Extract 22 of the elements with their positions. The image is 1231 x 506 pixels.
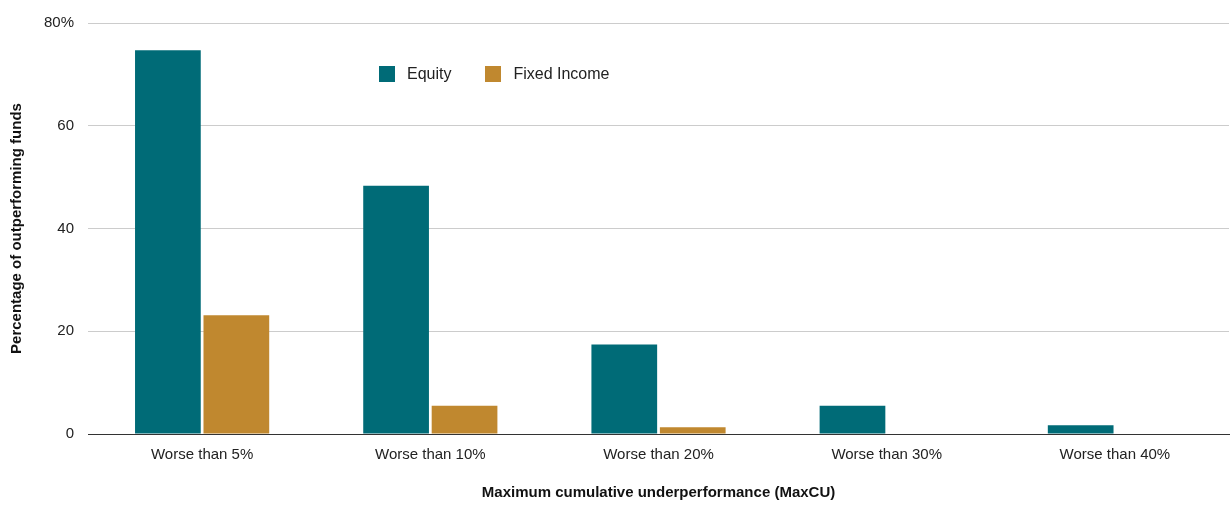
x-tick-label: Worse than 5% — [150, 445, 254, 463]
x-tick-label: Worse than 20% — [603, 445, 714, 463]
x-tick-label: Worse than 40% — [1059, 445, 1171, 463]
y-tick-label: 80% — [43, 13, 75, 31]
bar — [819, 405, 886, 434]
y-axis-title: Percentage of outperforming funds — [7, 103, 25, 354]
legend-label: Fixed Income — [513, 65, 610, 83]
bar — [203, 315, 270, 434]
y-tick-label: 40 — [57, 218, 75, 236]
bar — [1047, 425, 1114, 434]
x-tick-label: Worse than 30% — [831, 445, 943, 463]
x-axis-title: Maximum cumulative underperformance (MaxCU) — [481, 483, 836, 501]
bar — [363, 185, 429, 434]
bar — [431, 405, 498, 434]
bar — [591, 344, 658, 434]
y-tick-label: 60 — [57, 115, 75, 133]
bar — [135, 50, 201, 434]
x-tick-label: Worse than 10% — [375, 445, 486, 463]
y-tick-label: 0 — [65, 424, 75, 442]
y-tick-label: 20 — [57, 321, 75, 339]
legend-label: Equity — [406, 65, 452, 83]
bar — [659, 427, 726, 434]
